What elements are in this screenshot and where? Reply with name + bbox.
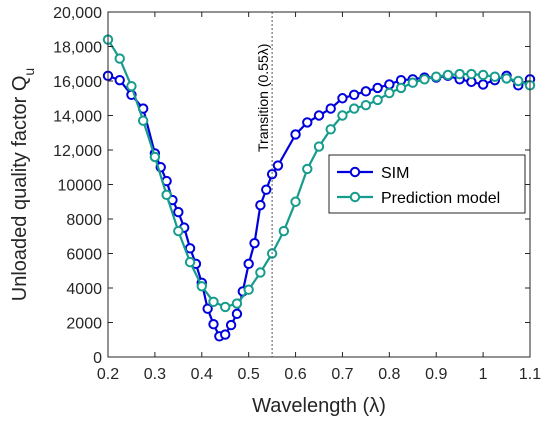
y-tick-label: 6000	[66, 247, 102, 264]
data-point-prediction-model	[348, 103, 360, 114]
data-point-sim	[302, 117, 313, 128]
legend-marker-prediction-model	[349, 191, 361, 203]
data-point-prediction-model	[278, 225, 290, 237]
data-point-prediction-model	[149, 151, 161, 163]
data-point-prediction-model	[161, 189, 172, 201]
data-point-prediction-model	[137, 115, 149, 126]
data-point-sim	[360, 86, 372, 97]
data-point-sim	[325, 103, 336, 114]
x-tick-label: 0.4	[191, 366, 213, 383]
legend-box	[328, 154, 526, 214]
data-point-sim	[202, 303, 213, 314]
data-point-prediction-model	[407, 77, 418, 88]
x-tick-label: 0.8	[378, 366, 400, 383]
data-point-prediction-model	[114, 53, 125, 64]
data-point-prediction-model	[372, 94, 383, 106]
data-point-prediction-model	[454, 68, 465, 80]
y-tick-label: 2000	[66, 316, 102, 333]
y-tick-label: 14,000	[53, 109, 102, 126]
data-point-sim	[231, 308, 243, 320]
data-point-sim	[225, 319, 237, 331]
y-tick-label: 10000	[58, 178, 103, 195]
x-tick-label: 0.9	[425, 366, 447, 383]
data-point-prediction-model	[220, 301, 231, 313]
data-point-sim	[477, 79, 489, 90]
data-point-sim	[249, 237, 260, 249]
x-tick-label: 0.2	[97, 366, 119, 383]
y-tick-label: 0	[93, 350, 102, 367]
data-point-sim	[261, 184, 272, 195]
legend-label-sim: SIM	[381, 165, 409, 182]
annotation-layer: Transition (0.55λ)	[255, 12, 273, 357]
y-tick-label: 4000	[66, 281, 102, 298]
x-tick-label: 1	[479, 366, 488, 383]
data-point-prediction-model	[431, 71, 442, 82]
data-point-prediction-model	[255, 267, 266, 278]
y-tick-label: 16,000	[53, 74, 102, 91]
data-point-prediction-model	[243, 284, 254, 295]
data-point-prediction-model	[126, 80, 137, 92]
data-point-prediction-model	[337, 110, 348, 121]
data-point-prediction-model	[231, 298, 243, 309]
data-point-sim	[384, 79, 395, 90]
data-point-prediction-model	[302, 163, 313, 175]
y-tick-label: 12,000	[53, 143, 102, 160]
x-axis-label: Wavelength (λ)	[252, 395, 386, 417]
data-point-sim	[220, 329, 231, 340]
data-point-prediction-model	[384, 87, 395, 99]
data-point-sim	[255, 200, 266, 211]
data-point-sim	[337, 93, 348, 104]
legend-marker-sim	[349, 166, 361, 178]
x-tick-label: 0.5	[238, 366, 260, 383]
data-point-prediction-model	[196, 281, 207, 292]
data-point-prediction-model	[419, 74, 430, 85]
data-point-sim	[372, 82, 383, 94]
data-point-sim	[173, 206, 184, 218]
data-point-prediction-model	[360, 99, 372, 111]
y-tick-label: 8000	[66, 212, 102, 229]
data-point-sim	[243, 258, 254, 270]
data-point-prediction-model	[501, 73, 512, 84]
data-point-sim	[348, 89, 360, 101]
y-axis-label-subscript: u	[21, 68, 37, 76]
data-point-prediction-model	[184, 256, 196, 268]
transition-label: Transition (0.55λ)	[255, 44, 271, 152]
x-tick-label: 0.7	[331, 366, 353, 383]
data-point-prediction-model	[466, 68, 477, 80]
y-tick-label: 18,000	[53, 40, 102, 57]
data-point-prediction-model	[513, 75, 524, 87]
x-tick-label: 0.6	[284, 366, 306, 383]
legend: SIM Prediction model	[328, 154, 526, 214]
data-point-prediction-model	[442, 69, 454, 81]
data-point-sim	[290, 129, 301, 140]
x-tick-label: 0.3	[144, 366, 166, 383]
data-point-sim	[208, 319, 219, 330]
data-point-prediction-model	[290, 196, 301, 207]
data-point-sim	[313, 110, 325, 121]
y-tick-label: 20,000	[53, 5, 102, 22]
x-tick-label: 1.1	[519, 366, 541, 383]
data-point-prediction-model	[173, 225, 184, 237]
data-point-prediction-model	[325, 124, 336, 135]
data-point-prediction-model	[208, 296, 219, 307]
data-point-prediction-model	[313, 141, 325, 152]
data-point-prediction-model	[477, 69, 489, 81]
data-point-prediction-model	[395, 82, 407, 94]
data-point-sim	[114, 74, 125, 86]
data-point-prediction-model	[489, 71, 501, 82]
legend-label-prediction-model: Prediction model	[381, 190, 500, 207]
data-point-sim	[272, 160, 284, 171]
